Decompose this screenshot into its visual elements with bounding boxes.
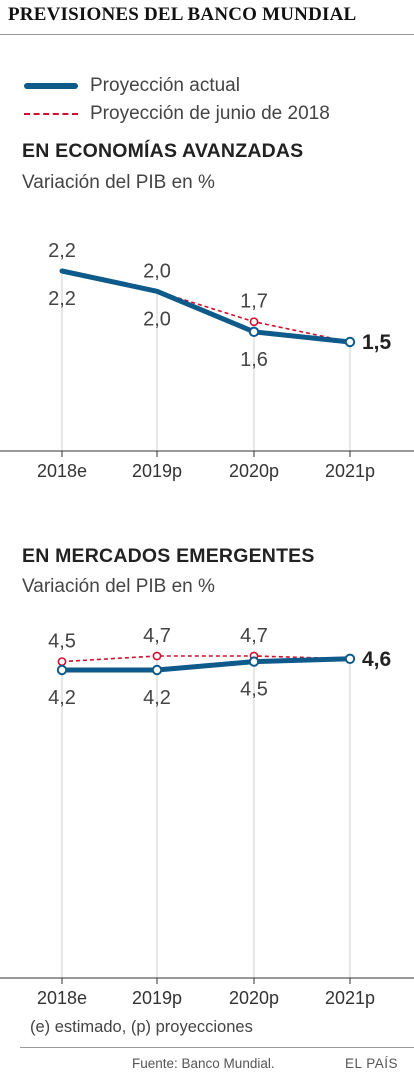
chart2-june-data-label: 4,7: [240, 625, 268, 647]
chart1-current-data-label: 1,6: [240, 349, 268, 371]
chart1-title: EN ECONOMÍAS AVANZADAS: [22, 140, 304, 162]
chart2-current-point: [56, 664, 68, 676]
chart2-current-point: [248, 656, 260, 667]
chart1-current-data-label: 2,2: [48, 288, 76, 310]
chart1-current-data-label: 1,5: [362, 331, 392, 354]
chart1-current-data-label: 2,0: [143, 308, 171, 330]
chart2-june-point: [152, 651, 162, 661]
brand-logo-text: EL PAÍS: [344, 1056, 398, 1071]
chart2-current-series-line: [59, 656, 353, 673]
footer-rule: [20, 1047, 414, 1048]
legend-current-swatch: [24, 83, 78, 89]
title-rule: [0, 34, 414, 35]
page-title: PREVISIONES DEL BANCO MUNDIAL: [8, 4, 357, 25]
legend-june-swatch: [24, 113, 78, 115]
chart1-advanced-economies: 2018e 2019p 2020p 2021p 2,2 2,2 2,0 2,0 1,6 1,7 1,…: [0, 240, 414, 481]
chart1-june-series-line: [61, 270, 351, 343]
chart1-june-data-label: 2,0: [143, 260, 171, 282]
chart2-june-point: [57, 657, 67, 666]
chart2-x-tick-label: 2019p: [132, 988, 182, 1008]
chart1-current-point: [344, 336, 356, 348]
legend-june: Proyección de junio de 2018: [24, 101, 330, 127]
legend-current-label: Proyección actual: [90, 75, 240, 96]
legend-current: Proyección actual: [24, 73, 240, 99]
chart2-x-tick-label: 2018e: [37, 988, 87, 1008]
chart2-x-tick-label: 2020p: [229, 988, 279, 1008]
source-note: Fuente: Banco Mundial.: [132, 1056, 275, 1071]
chart1-x-tick-label: 2018e: [37, 461, 87, 481]
chart2-title: EN MERCADOS EMERGENTES: [22, 545, 315, 567]
chart2-current-data-label: 4,5: [240, 679, 268, 701]
chart2-current-point: [151, 664, 163, 676]
chart1-june-point: [249, 317, 259, 327]
chart2-subtitle: Variación del PIB en %: [22, 576, 215, 597]
chart2-june-series-line: [61, 655, 351, 663]
chart2-current-point: [344, 653, 356, 664]
chart2-emerging-markets: 2018e 2019p 2020p 2021p 4,2 4,5 4,2 4,7 4,5 4,7 4,…: [0, 625, 414, 1008]
chart1-current-point: [248, 326, 260, 338]
chart2-current-data-label: 4,2: [143, 687, 171, 709]
chart1-x-tick-label: 2019p: [132, 461, 182, 481]
footnote: (e) estimado, (p) proyecciones: [30, 1018, 253, 1036]
chart1-june-data-label: 2,2: [48, 240, 76, 262]
chart1-june-data-label: 1,7: [240, 291, 268, 313]
chart1-x-tick-label: 2021p: [325, 461, 375, 481]
chart2-x-tick-label: 2021p: [325, 988, 375, 1008]
chart2-june-data-label: 4,7: [143, 625, 171, 647]
chart2-current-data-label: 4,6: [362, 648, 391, 671]
chart1-x-tick-label: 2020p: [229, 461, 279, 481]
chart2-current-data-label: 4,2: [48, 687, 76, 709]
chart1-subtitle: Variación del PIB en %: [22, 172, 215, 193]
chart1-current-series-line: [59, 268, 353, 345]
legend-june-label: Proyección de junio de 2018: [90, 103, 330, 124]
chart2-june-data-label: 4,5: [48, 631, 76, 653]
